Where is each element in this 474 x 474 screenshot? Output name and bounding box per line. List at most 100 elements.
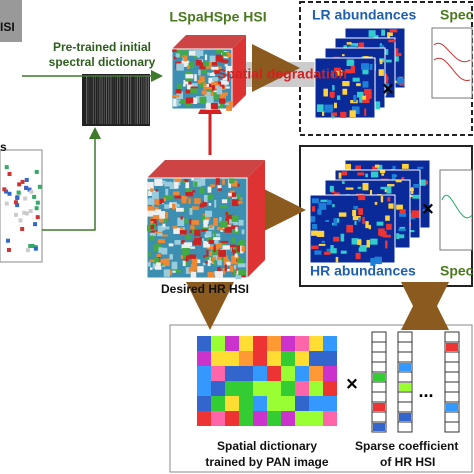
- stripe: [88, 76, 90, 124]
- texture: [206, 237, 214, 242]
- texture: [376, 221, 384, 226]
- texture: [205, 210, 213, 217]
- texture: [411, 210, 420, 219]
- texture: [230, 180, 238, 187]
- texture: [318, 243, 326, 246]
- symbol: ×: [422, 198, 434, 220]
- texture: [201, 226, 209, 230]
- grid-cell: [225, 381, 239, 396]
- texture: [204, 54, 208, 61]
- texture: [240, 197, 243, 201]
- texture: [201, 238, 205, 241]
- texture: [164, 181, 173, 187]
- texture: [310, 216, 316, 223]
- texture: [223, 255, 229, 260]
- texture: [236, 258, 245, 266]
- grid-cell: [225, 351, 239, 366]
- texture: [154, 206, 159, 211]
- texture: [194, 229, 201, 237]
- texture: [176, 63, 184, 71]
- texture: [196, 59, 202, 66]
- grid-cell: [239, 381, 253, 396]
- grid-cell: [295, 411, 309, 426]
- texture: [183, 55, 188, 62]
- texture: [387, 32, 390, 40]
- texture: [25, 248, 30, 253]
- texture: [203, 86, 207, 90]
- texture: [224, 64, 228, 67]
- texture: [199, 62, 206, 70]
- texture: [215, 54, 224, 62]
- texture: [207, 186, 212, 193]
- texture: [153, 257, 160, 264]
- texture: [397, 234, 405, 239]
- texture: [352, 210, 357, 217]
- texture: [204, 91, 211, 99]
- texture: [412, 194, 420, 199]
- texture: [182, 260, 186, 267]
- texture: [375, 101, 381, 110]
- grid-cell: [281, 336, 295, 351]
- texture: [37, 184, 42, 189]
- texture: [194, 74, 197, 82]
- texture: [149, 232, 156, 237]
- texture: [388, 203, 394, 209]
- texture: [342, 54, 345, 57]
- texture: [32, 194, 37, 199]
- texture: [147, 181, 154, 190]
- texture: [4, 189, 9, 194]
- texture: [386, 59, 392, 63]
- label: Spec: [440, 263, 474, 279]
- texture: [228, 192, 232, 197]
- texture: [202, 200, 207, 207]
- texture: [185, 188, 193, 195]
- texture: [191, 83, 198, 88]
- texture: [228, 192, 237, 197]
- grid-cell: [211, 336, 225, 351]
- grid-cell: [197, 336, 211, 351]
- label: Spec: [440, 7, 474, 23]
- texture: [321, 240, 325, 243]
- texture: [206, 88, 213, 93]
- texture: [190, 264, 197, 271]
- texture: [175, 207, 184, 212]
- texture: [186, 258, 189, 266]
- texture: [213, 245, 216, 253]
- texture: [345, 163, 351, 172]
- texture: [335, 256, 339, 263]
- texture: [150, 220, 157, 227]
- texture: [209, 55, 216, 63]
- grid-cell: [323, 336, 337, 351]
- stripe: [128, 76, 129, 124]
- grid-cell: [323, 396, 337, 411]
- label: Pre-trained initial: [53, 40, 151, 54]
- texture: [387, 32, 393, 37]
- texture: [24, 177, 29, 182]
- texture: [216, 86, 223, 95]
- stripe: [143, 76, 145, 124]
- texture: [185, 97, 194, 104]
- grid-cell: [323, 366, 337, 381]
- texture: [177, 228, 182, 231]
- texture: [190, 271, 197, 278]
- texture: [342, 81, 350, 87]
- grid-cell: [267, 411, 281, 426]
- grid-cell: [197, 396, 211, 411]
- texture: [370, 238, 378, 245]
- grid-cell: [295, 366, 309, 381]
- texture: [220, 84, 225, 89]
- texture: [33, 222, 38, 227]
- texture: [388, 39, 396, 43]
- texture: [236, 183, 240, 187]
- texture: [182, 251, 186, 260]
- grid-cell: [323, 351, 337, 366]
- grid-cell: [239, 411, 253, 426]
- grid-cell: [253, 411, 267, 426]
- bottom-box: [169, 324, 473, 473]
- texture: [172, 191, 180, 196]
- grid-cell: [309, 381, 323, 396]
- texture: [201, 90, 207, 95]
- texture: [203, 83, 207, 87]
- texture: [188, 63, 195, 69]
